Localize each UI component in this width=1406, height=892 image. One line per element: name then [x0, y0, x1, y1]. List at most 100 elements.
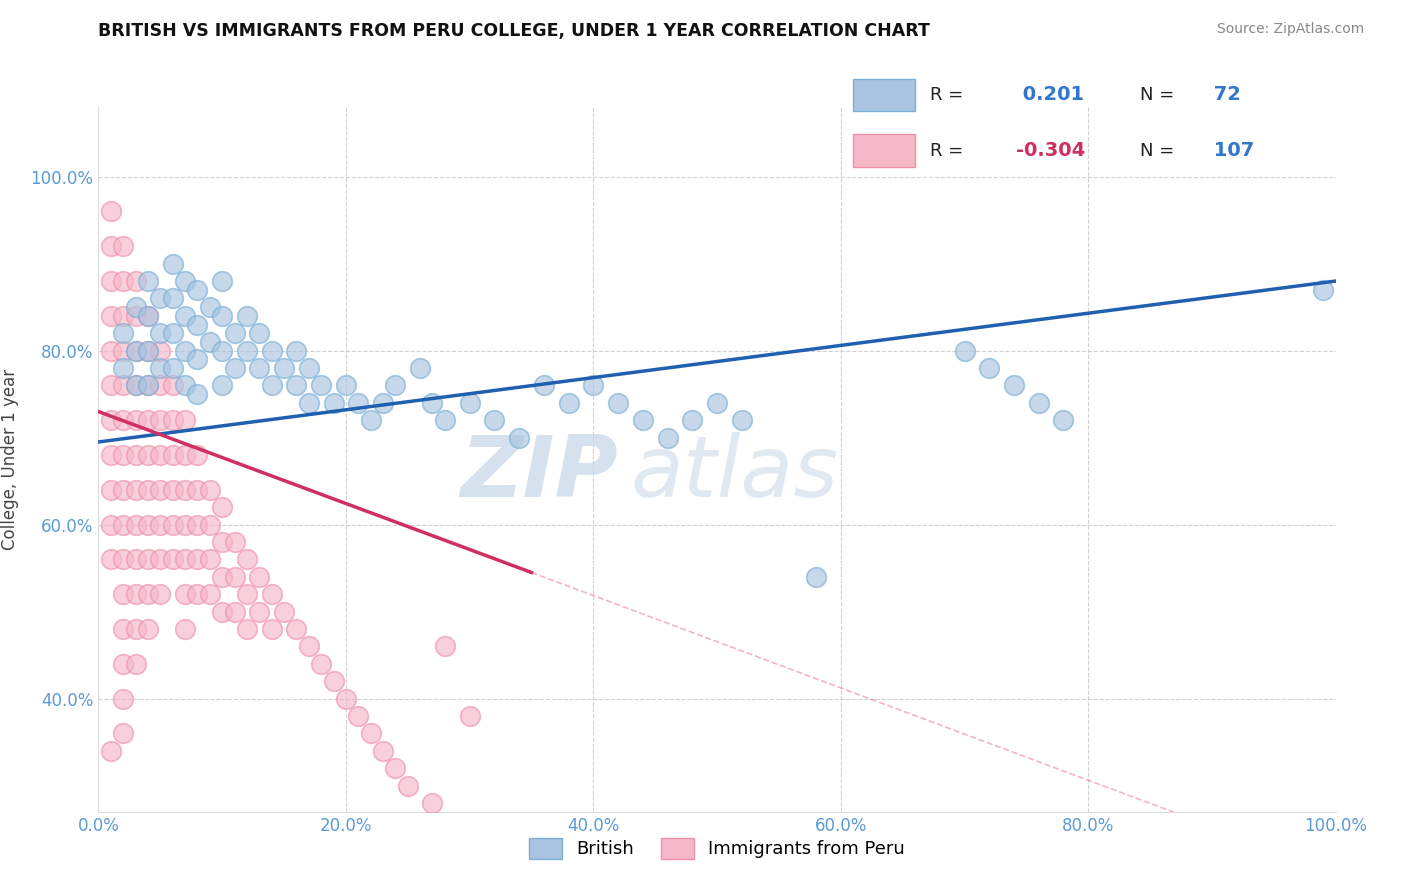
- Point: [174, 413, 197, 427]
- Point: [162, 413, 184, 427]
- Point: [112, 517, 135, 532]
- Point: [211, 343, 233, 358]
- Point: [236, 622, 259, 636]
- Point: [224, 326, 246, 341]
- Point: [124, 378, 146, 392]
- Point: [149, 413, 172, 427]
- Point: [149, 361, 172, 376]
- Point: [149, 343, 172, 358]
- Point: [247, 361, 270, 376]
- Point: [273, 361, 295, 376]
- Point: [186, 517, 208, 532]
- Point: [224, 605, 246, 619]
- Point: [100, 413, 122, 427]
- Point: [186, 318, 208, 332]
- Point: [136, 274, 159, 288]
- Point: [112, 239, 135, 253]
- Point: [112, 726, 135, 740]
- Point: [198, 552, 221, 566]
- Point: [285, 622, 308, 636]
- Point: [347, 709, 370, 723]
- Point: [285, 343, 308, 358]
- Point: [298, 361, 321, 376]
- Point: [174, 622, 197, 636]
- Point: [533, 378, 555, 392]
- Point: [149, 587, 172, 601]
- Point: [371, 396, 394, 410]
- Point: [681, 413, 703, 427]
- Point: [706, 396, 728, 410]
- Point: [384, 378, 406, 392]
- Point: [198, 300, 221, 314]
- Legend: British, Immigrants from Peru: British, Immigrants from Peru: [522, 830, 912, 866]
- Point: [149, 517, 172, 532]
- Point: [100, 343, 122, 358]
- Point: [804, 570, 827, 584]
- Point: [309, 657, 332, 671]
- Text: -0.304: -0.304: [1015, 141, 1085, 160]
- Point: [211, 535, 233, 549]
- Point: [162, 326, 184, 341]
- Point: [100, 448, 122, 462]
- Point: [149, 326, 172, 341]
- Point: [657, 431, 679, 445]
- Point: [100, 378, 122, 392]
- Point: [149, 448, 172, 462]
- Point: [136, 448, 159, 462]
- Point: [211, 309, 233, 323]
- Point: [236, 309, 259, 323]
- Point: [186, 483, 208, 497]
- Point: [211, 378, 233, 392]
- Point: [136, 587, 159, 601]
- Point: [124, 587, 146, 601]
- Point: [422, 396, 444, 410]
- Point: [100, 483, 122, 497]
- Point: [260, 378, 283, 392]
- Point: [100, 517, 122, 532]
- Point: [112, 448, 135, 462]
- Text: atlas: atlas: [630, 432, 838, 515]
- Point: [186, 352, 208, 367]
- Point: [458, 396, 481, 410]
- Point: [162, 292, 184, 306]
- Point: [174, 552, 197, 566]
- Text: R =: R =: [929, 142, 963, 160]
- Point: [112, 587, 135, 601]
- Point: [112, 309, 135, 323]
- Point: [149, 378, 172, 392]
- Point: [136, 343, 159, 358]
- Point: [124, 309, 146, 323]
- Point: [335, 691, 357, 706]
- Point: [224, 535, 246, 549]
- Point: [484, 413, 506, 427]
- Point: [298, 396, 321, 410]
- Point: [211, 605, 233, 619]
- Point: [100, 204, 122, 219]
- Point: [174, 448, 197, 462]
- Point: [124, 517, 146, 532]
- Point: [309, 378, 332, 392]
- Point: [198, 587, 221, 601]
- Point: [162, 517, 184, 532]
- Point: [371, 744, 394, 758]
- Point: [458, 709, 481, 723]
- Point: [136, 378, 159, 392]
- Point: [112, 343, 135, 358]
- Text: 72: 72: [1206, 86, 1240, 104]
- Point: [433, 413, 456, 427]
- Point: [198, 334, 221, 349]
- Point: [433, 640, 456, 654]
- Point: [124, 413, 146, 427]
- Point: [273, 605, 295, 619]
- Text: R =: R =: [929, 86, 963, 103]
- Point: [124, 274, 146, 288]
- Point: [149, 483, 172, 497]
- Point: [112, 657, 135, 671]
- Point: [100, 744, 122, 758]
- Point: [384, 761, 406, 775]
- Point: [100, 274, 122, 288]
- Point: [1002, 378, 1025, 392]
- Point: [247, 570, 270, 584]
- Point: [136, 483, 159, 497]
- Point: [211, 570, 233, 584]
